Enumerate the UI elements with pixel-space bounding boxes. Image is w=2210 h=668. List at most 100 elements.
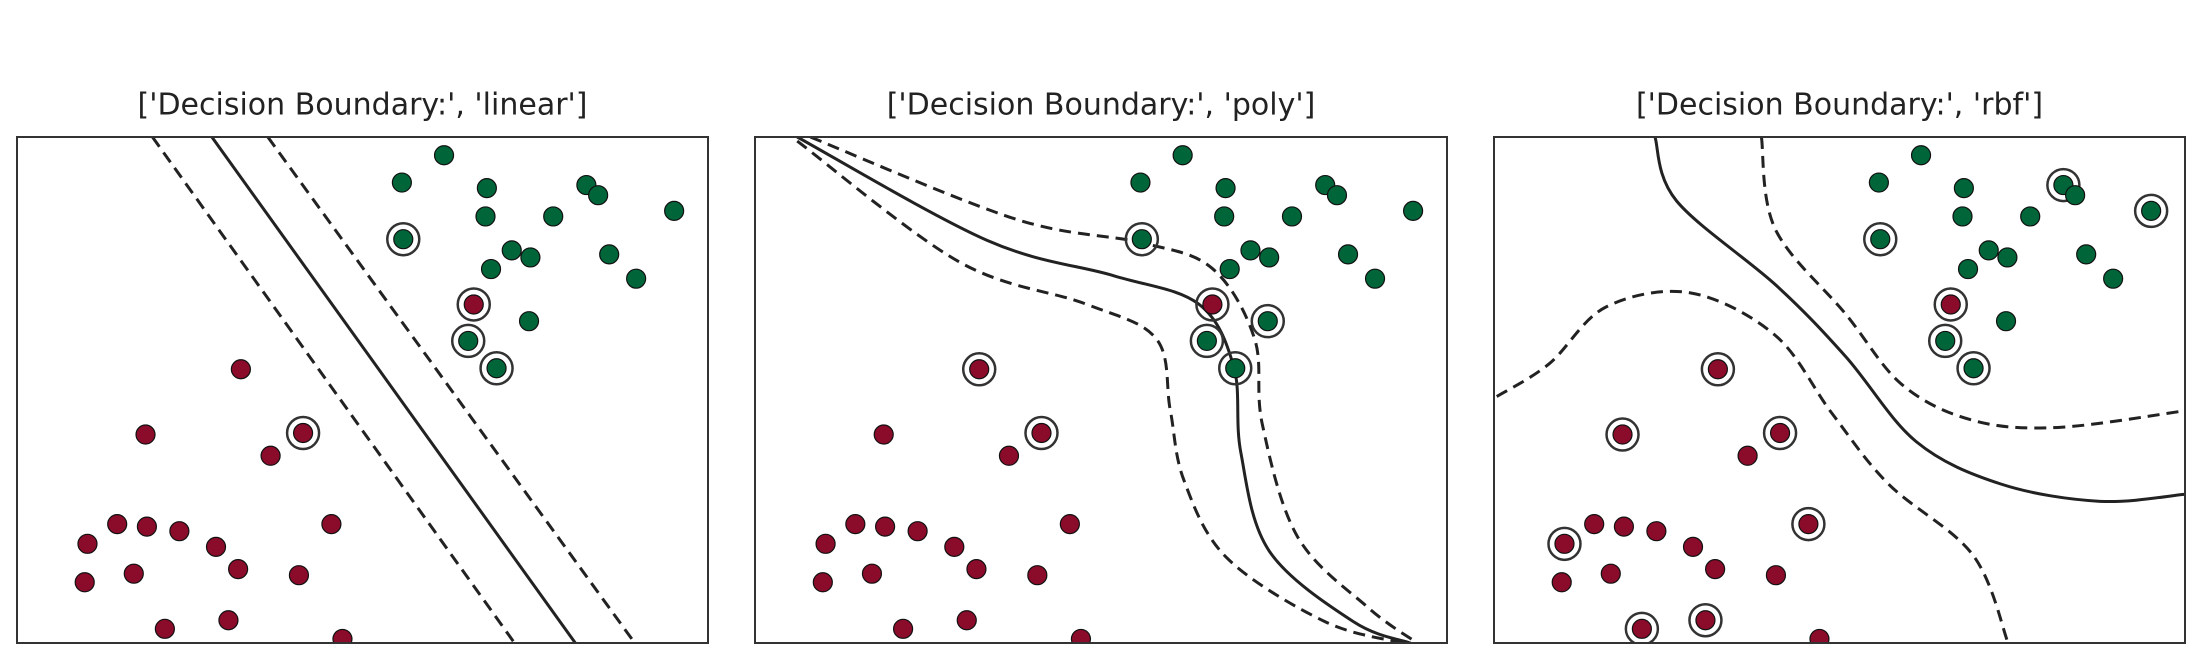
- point: [664, 200, 685, 221]
- support-vector-ring: [1195, 287, 1230, 322]
- point: [260, 445, 281, 466]
- point: [1631, 618, 1652, 639]
- point: [956, 610, 977, 631]
- point: [1769, 422, 1791, 444]
- point: [599, 244, 620, 265]
- support-vector-ring: [1189, 323, 1225, 359]
- plot-area: [796, 137, 1424, 643]
- point: [1257, 311, 1278, 332]
- point: [1402, 200, 1424, 221]
- point: [1695, 610, 1716, 631]
- point: [1978, 240, 1999, 261]
- plot-area: [74, 137, 685, 643]
- point: [393, 229, 414, 250]
- point: [1868, 172, 1889, 193]
- chart-title: ['Decision Boundary:', 'rbf']: [1636, 88, 2043, 123]
- point: [1952, 206, 1973, 227]
- point: [463, 294, 484, 315]
- point: [1707, 359, 1728, 380]
- point: [205, 536, 227, 557]
- point: [433, 145, 455, 166]
- point: [74, 572, 95, 593]
- point: [475, 206, 496, 227]
- point: [1554, 533, 1575, 554]
- point: [136, 516, 158, 537]
- point: [228, 559, 249, 580]
- point: [1584, 513, 1605, 535]
- point: [845, 513, 866, 535]
- point: [892, 618, 914, 639]
- point: [1225, 358, 1246, 379]
- point: [2103, 268, 2124, 289]
- point: [501, 240, 522, 261]
- point: [1682, 536, 1704, 557]
- point: [1953, 178, 1974, 199]
- support-vector-ring: [1863, 221, 1898, 257]
- point: [1809, 628, 1830, 643]
- support-vector-ring: [1124, 221, 1160, 257]
- support-vector-ring: [1688, 602, 1723, 638]
- plot-area: [1495, 137, 2185, 643]
- point: [812, 572, 833, 593]
- point: [107, 513, 128, 535]
- point: [1337, 244, 1359, 265]
- point: [969, 359, 990, 380]
- point: [1870, 229, 1891, 250]
- point: [815, 533, 836, 554]
- point: [2076, 244, 2097, 265]
- point: [518, 311, 540, 332]
- point: [1202, 294, 1223, 315]
- point: [2020, 206, 2041, 227]
- point: [944, 536, 965, 557]
- point: [123, 563, 144, 584]
- point: [1281, 206, 1303, 227]
- point: [1027, 565, 1048, 586]
- point: [1364, 268, 1386, 289]
- support-vector-ring: [2046, 167, 2081, 203]
- point: [2141, 200, 2162, 221]
- point: [288, 565, 310, 586]
- point: [1215, 178, 1236, 199]
- point: [966, 559, 987, 580]
- point: [1935, 330, 1956, 352]
- margin-line: [796, 139, 1404, 643]
- plot-frame: [1493, 136, 2186, 644]
- point: [1196, 330, 1217, 352]
- decision-boundary: [796, 137, 1411, 643]
- point: [1059, 513, 1080, 535]
- point: [1172, 145, 1193, 166]
- support-vector-ring: [1927, 323, 1963, 359]
- point: [1219, 258, 1240, 280]
- margin-line: [1759, 137, 2185, 430]
- support-vector-ring: [450, 323, 486, 359]
- point: [520, 247, 541, 268]
- point: [391, 172, 412, 193]
- margin-line: [266, 137, 636, 643]
- point: [77, 533, 98, 554]
- point: [1705, 559, 1726, 580]
- point: [292, 422, 314, 444]
- support-vector-ring: [285, 415, 321, 451]
- point: [1551, 572, 1572, 593]
- chart-title: ['Decision Boundary:', 'poly']: [887, 88, 1316, 123]
- point: [230, 359, 251, 380]
- point: [154, 618, 175, 639]
- support-vector-ring: [1024, 415, 1059, 451]
- point: [1798, 513, 1819, 535]
- point: [1737, 445, 1758, 466]
- point: [1612, 424, 1633, 445]
- point: [169, 521, 190, 542]
- point: [218, 610, 239, 631]
- point: [1646, 521, 1667, 542]
- point: [1997, 247, 2018, 268]
- point: [458, 330, 479, 352]
- plot-frame: [16, 136, 709, 644]
- support-vector-ring: [1956, 350, 1991, 386]
- point: [907, 521, 928, 542]
- point: [1910, 145, 1932, 166]
- point: [1259, 247, 1280, 268]
- point: [135, 424, 156, 445]
- point: [1214, 206, 1235, 227]
- point: [1613, 516, 1635, 537]
